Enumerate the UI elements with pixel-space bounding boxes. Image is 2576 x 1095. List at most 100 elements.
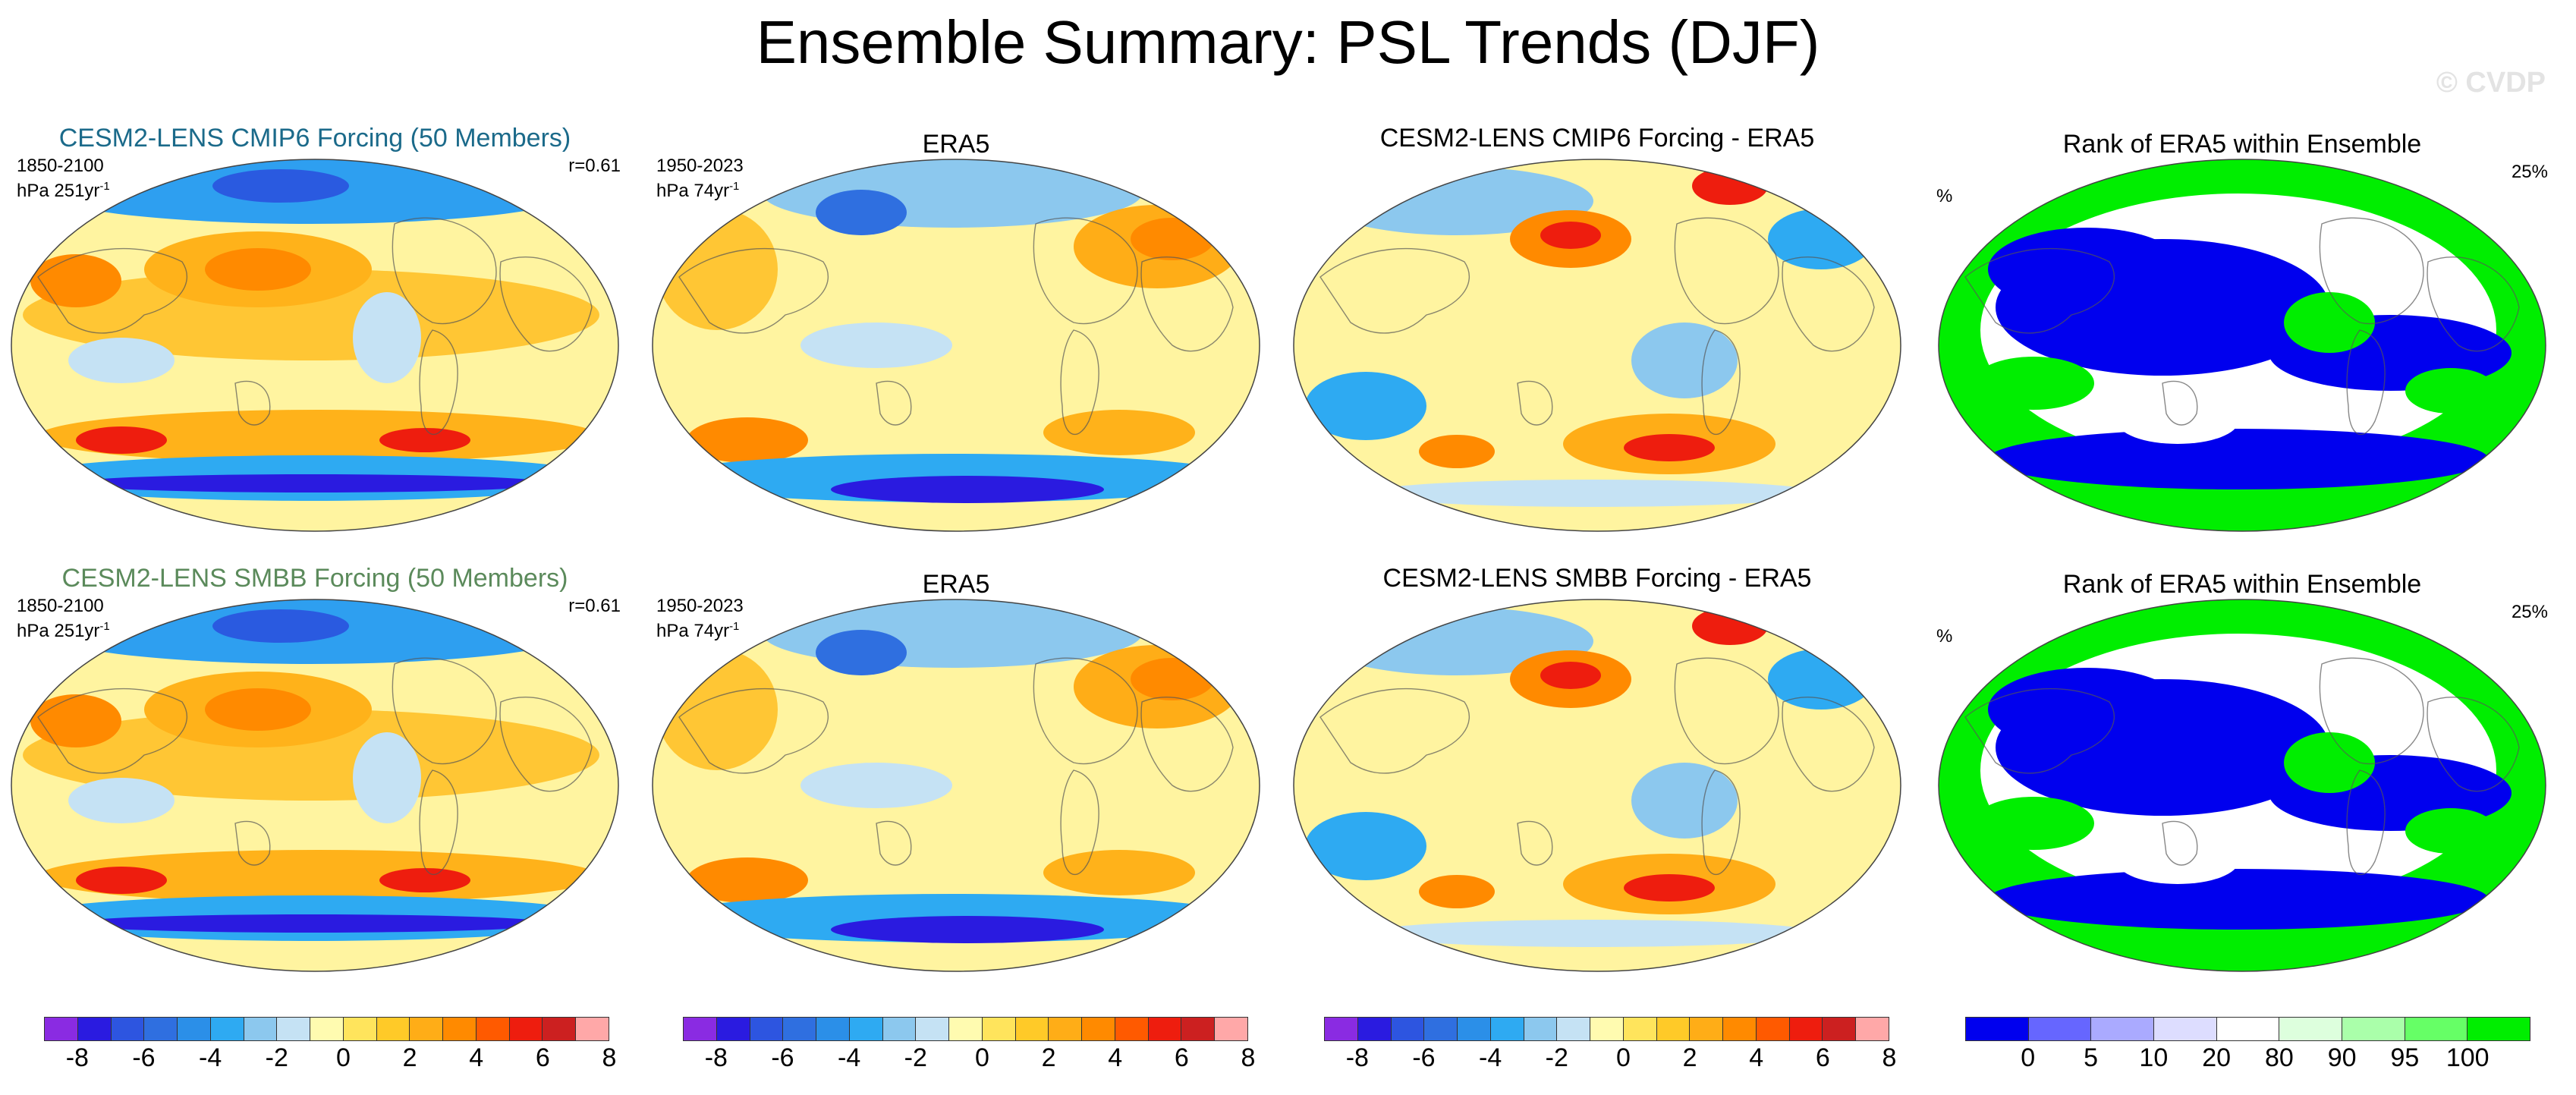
colorbar-swatch <box>1357 1018 1392 1040</box>
colorbar-swatch <box>476 1018 510 1040</box>
coastline <box>1517 820 1553 866</box>
coastline <box>2427 697 2520 792</box>
panel-rank-row1: Rank of ERA5 within Ensemble % 25% <box>1927 118 2557 539</box>
panel-ensemble-mean-row1: CESM2-LENS CMIP6 Forcing (50 Members) 18… <box>0 118 630 539</box>
colorbar-swatch <box>343 1018 377 1040</box>
map-ensemble-mean <box>11 599 619 972</box>
colorbar-swatch <box>543 1018 577 1040</box>
contour-region <box>656 209 778 330</box>
panel-diff-row2: CESM2-LENS SMBB Forcing - ERA5 <box>1282 558 1912 979</box>
panel-obs-row1: ERA5 1950-2023 hPa 74yr-1 <box>641 118 1271 539</box>
colorbar-swatch <box>1458 1018 1491 1040</box>
rank-coverage-label: 25% <box>2511 162 2548 182</box>
colorbar-labels: -8 -6 -4 -2 0 2 4 6 8 <box>1324 1041 1897 1072</box>
map-difference <box>1293 159 1901 532</box>
map-border <box>1293 159 1901 532</box>
colorbar-rank: 0 5 10 20 80 90 95 100 <box>1965 1017 2530 1072</box>
colorbar-tick-label: 95 <box>2390 1043 2420 1072</box>
contour-region <box>38 850 599 903</box>
contour-region <box>2117 398 2238 444</box>
coastline <box>2346 329 2386 436</box>
map-field <box>11 159 618 531</box>
colorbar-swatch <box>750 1018 784 1040</box>
contour-region <box>30 254 121 307</box>
colorbar-tick-label: 6 <box>535 1043 550 1072</box>
map-field <box>653 599 1260 971</box>
contour-region <box>38 410 599 463</box>
contour-region <box>76 426 167 454</box>
colorbar-tick-label: 6 <box>1815 1043 1830 1072</box>
colorbar-swatch <box>1490 1018 1524 1040</box>
colorbar-swatch <box>2154 1018 2217 1040</box>
coastline <box>392 657 497 765</box>
colorbar-swatch <box>144 1018 178 1040</box>
map-field <box>1294 599 1901 971</box>
map-difference <box>1293 599 1901 972</box>
colorbar-swatch <box>1148 1018 1182 1040</box>
colorbar-tick-label: -4 <box>198 1043 222 1072</box>
colorbar-swatch <box>1690 1018 1724 1040</box>
colorbar-swatch <box>2216 1018 2280 1040</box>
colorbar-tick-label: 4 <box>1108 1043 1123 1072</box>
colorbar-tick-label: 6 <box>1174 1043 1189 1072</box>
map-era5 <box>652 159 1260 532</box>
colorbar-swatch <box>111 1018 145 1040</box>
coastline <box>499 256 593 352</box>
colorbar-tick-label: 8 <box>602 1043 617 1072</box>
colorbar-swatch <box>1524 1018 1558 1040</box>
contour-region <box>1624 874 1715 901</box>
colorbar-swatch <box>1623 1018 1657 1040</box>
contour-region <box>1366 920 1821 947</box>
contour-region <box>1988 429 2489 489</box>
contour-region <box>1988 228 2185 311</box>
colorbar-tick-label: -8 <box>704 1043 728 1072</box>
figure-title: Ensemble Summary: PSL Trends (DJF) <box>756 8 1820 76</box>
colorbar-difference: -8 -6 -4 -2 0 2 4 6 8 <box>1324 1017 1897 1072</box>
colorbar-swatch <box>576 1018 609 1040</box>
colorbar-tick-label: 4 <box>469 1043 484 1072</box>
coastline <box>1674 217 1779 325</box>
contour-region <box>68 778 175 823</box>
contour-region <box>1540 662 1601 689</box>
panel-title: CESM2-LENS CMIP6 Forcing (50 Members) <box>58 124 571 153</box>
rank-percent-label: % <box>1936 626 1953 647</box>
coastline <box>1964 247 2115 334</box>
colorbar-swatch <box>2279 1018 2343 1040</box>
contour-region <box>68 914 554 933</box>
colorbar-swatches <box>683 1017 1248 1041</box>
contour-region <box>353 292 421 383</box>
colorbar-labels: 0 5 10 20 80 90 95 100 <box>1965 1041 2530 1072</box>
contour-region <box>1692 607 1768 645</box>
coastline <box>1319 688 1470 774</box>
coastline <box>1060 329 1099 436</box>
contour-region <box>2284 732 2375 793</box>
colorbar-swatch <box>2405 1018 2468 1040</box>
colorbar-tick-label: -4 <box>1478 1043 1502 1072</box>
coastline <box>1060 769 1099 876</box>
colorbar-swatch <box>2342 1018 2405 1040</box>
panel-title: Rank of ERA5 within Ensemble <box>2062 570 2422 599</box>
contour-region <box>2117 839 2238 884</box>
coastline <box>1782 256 1875 352</box>
map-field <box>1939 159 2546 531</box>
colorbar-tick-label: 10 <box>2139 1043 2169 1072</box>
contour-region <box>1768 649 1874 710</box>
contour-region <box>1305 812 1426 880</box>
colorbar-labels: -8 -6 -4 -2 0 2 4 6 8 <box>44 1041 617 1072</box>
map-border <box>652 599 1260 972</box>
map-era5 <box>652 599 1260 972</box>
contour-region <box>1631 323 1738 398</box>
colorbar-tick-label: -6 <box>771 1043 794 1072</box>
coastline <box>2319 217 2424 325</box>
colorbar-swatches <box>44 1017 609 1041</box>
panel-rank-row2: Rank of ERA5 within Ensemble % 25% <box>1927 558 2557 979</box>
colorbar-swatches <box>1324 1017 1889 1041</box>
colorbar-swatch <box>1391 1018 1425 1040</box>
contour-region <box>1631 763 1738 839</box>
period-label: 1950-2023 hPa 74yr-1 <box>656 596 744 641</box>
colorbar-swatch <box>1215 1018 1248 1040</box>
colorbar-swatch <box>310 1018 344 1040</box>
coastline <box>1674 657 1779 765</box>
map-border <box>1938 159 2546 532</box>
cvdp-watermark: © CVDP <box>2436 67 2546 99</box>
